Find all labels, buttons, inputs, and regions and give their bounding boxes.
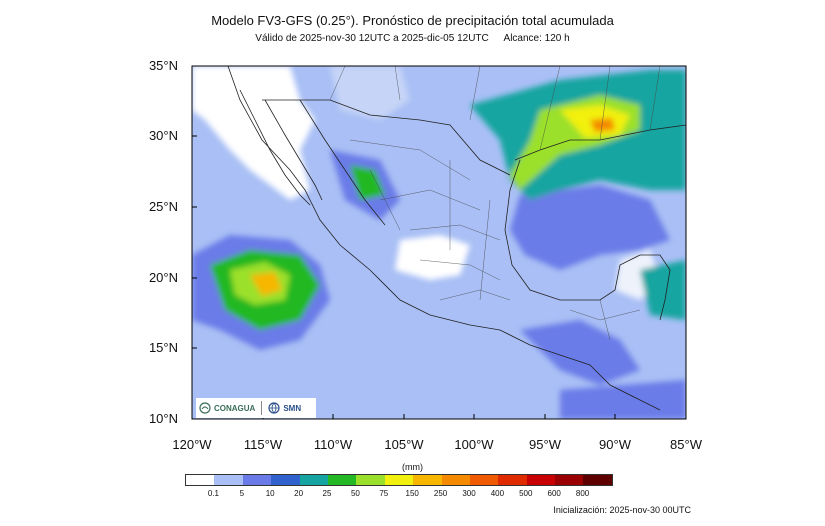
lat-label-20: 20°N [148, 270, 178, 285]
legend-colorbar [185, 474, 613, 486]
gulf-california-east [299, 99, 386, 226]
lon-label-95: 95°W [529, 437, 561, 452]
legend-tick-label: 10 [265, 489, 275, 498]
lon-label-120: 120°W [172, 437, 212, 452]
dry-zone-northwest [192, 66, 315, 200]
legend-swatch [498, 475, 527, 485]
legend-units: (mm) [402, 462, 423, 472]
legend-tick-label: 5 [239, 489, 245, 498]
map-frame [191, 65, 687, 420]
legend-tick-label: 75 [379, 489, 389, 498]
lat-label-35: 35°N [148, 58, 178, 73]
legend-swatch [583, 475, 612, 485]
legend-swatch [555, 475, 584, 485]
legend-swatch [299, 475, 328, 485]
smn-logo: SMN [268, 402, 301, 414]
legend-swatch [413, 475, 442, 485]
legend-tick-label: 0.1 [207, 489, 219, 498]
caribbean-zone [640, 260, 686, 320]
legend-swatch [356, 475, 385, 485]
legend-tick-label: 25 [322, 489, 332, 498]
legend-swatch [214, 475, 243, 485]
south-zone [560, 380, 686, 419]
logo-divider [261, 401, 263, 415]
lat-label-10: 10°N [148, 411, 178, 426]
lon-label-90: 90°W [599, 437, 631, 452]
water-drop-icon [199, 402, 211, 414]
lat-label-15: 15°N [148, 340, 178, 355]
lon-label-85: 85°W [670, 437, 702, 452]
pacific-coast [227, 66, 661, 411]
legend-swatch [242, 475, 272, 485]
legend-swatch [271, 475, 300, 485]
lon-label-110: 110°W [313, 437, 353, 452]
lat-label-25: 25°N [148, 199, 178, 214]
initialization-text: Inicialización: 2025-nov-30 00UTC [553, 505, 691, 515]
pacific-peak-zone [250, 272, 282, 296]
gulf-coast [504, 159, 671, 321]
legend-swatch [469, 475, 499, 485]
dry-zone-central [395, 235, 470, 280]
light-zone-north [330, 66, 410, 120]
legend-tick-label: 500 [519, 489, 533, 498]
conagua-text: CONAGUA [214, 403, 256, 413]
lon-label-115: 115°W [243, 437, 283, 452]
legend-tick-label: 20 [294, 489, 304, 498]
lon-label-100: 100°W [454, 437, 494, 452]
validity-text: Válido de 2025-nov-30 12UTC a 2025-dic-0… [255, 33, 489, 44]
legend-tick-label: 300 [462, 489, 476, 498]
legend-swatch [384, 475, 414, 485]
louisiana-max-zone [590, 118, 615, 132]
baja-west-coast [239, 89, 311, 206]
map-title: Modelo FV3-GFS (0.25°). Pronóstico de pr… [211, 13, 614, 28]
baja-east-coast [264, 99, 323, 201]
legend-swatch [441, 475, 470, 485]
legend-tick-label: 150 [405, 489, 419, 498]
globe-icon [268, 402, 280, 414]
state-borders [329, 66, 661, 341]
legend-swatch [186, 475, 215, 485]
legend-tick-label: 50 [350, 489, 360, 498]
lat-label-30: 30°N [148, 128, 178, 143]
lon-label-105: 105°W [384, 437, 424, 452]
legend-tick-label: 600 [547, 489, 561, 498]
central-america-zone [520, 320, 640, 385]
agency-logos: CONAGUA SMN [196, 398, 316, 418]
legend-tick-label: 400 [490, 489, 505, 498]
legend-tick-label: 800 [575, 489, 590, 498]
map-subtitle: Válido de 2025-nov-30 12UTC a 2025-dic-0… [0, 33, 825, 44]
smn-text: SMN [283, 403, 302, 413]
legend-swatch [327, 475, 357, 485]
legend-swatch [526, 475, 556, 485]
conagua-logo: CONAGUA [196, 402, 255, 414]
legend-tick-label: 250 [433, 489, 448, 498]
range-text: Alcance: 120 h [503, 33, 570, 44]
gulf-moderate-zone [510, 185, 670, 270]
